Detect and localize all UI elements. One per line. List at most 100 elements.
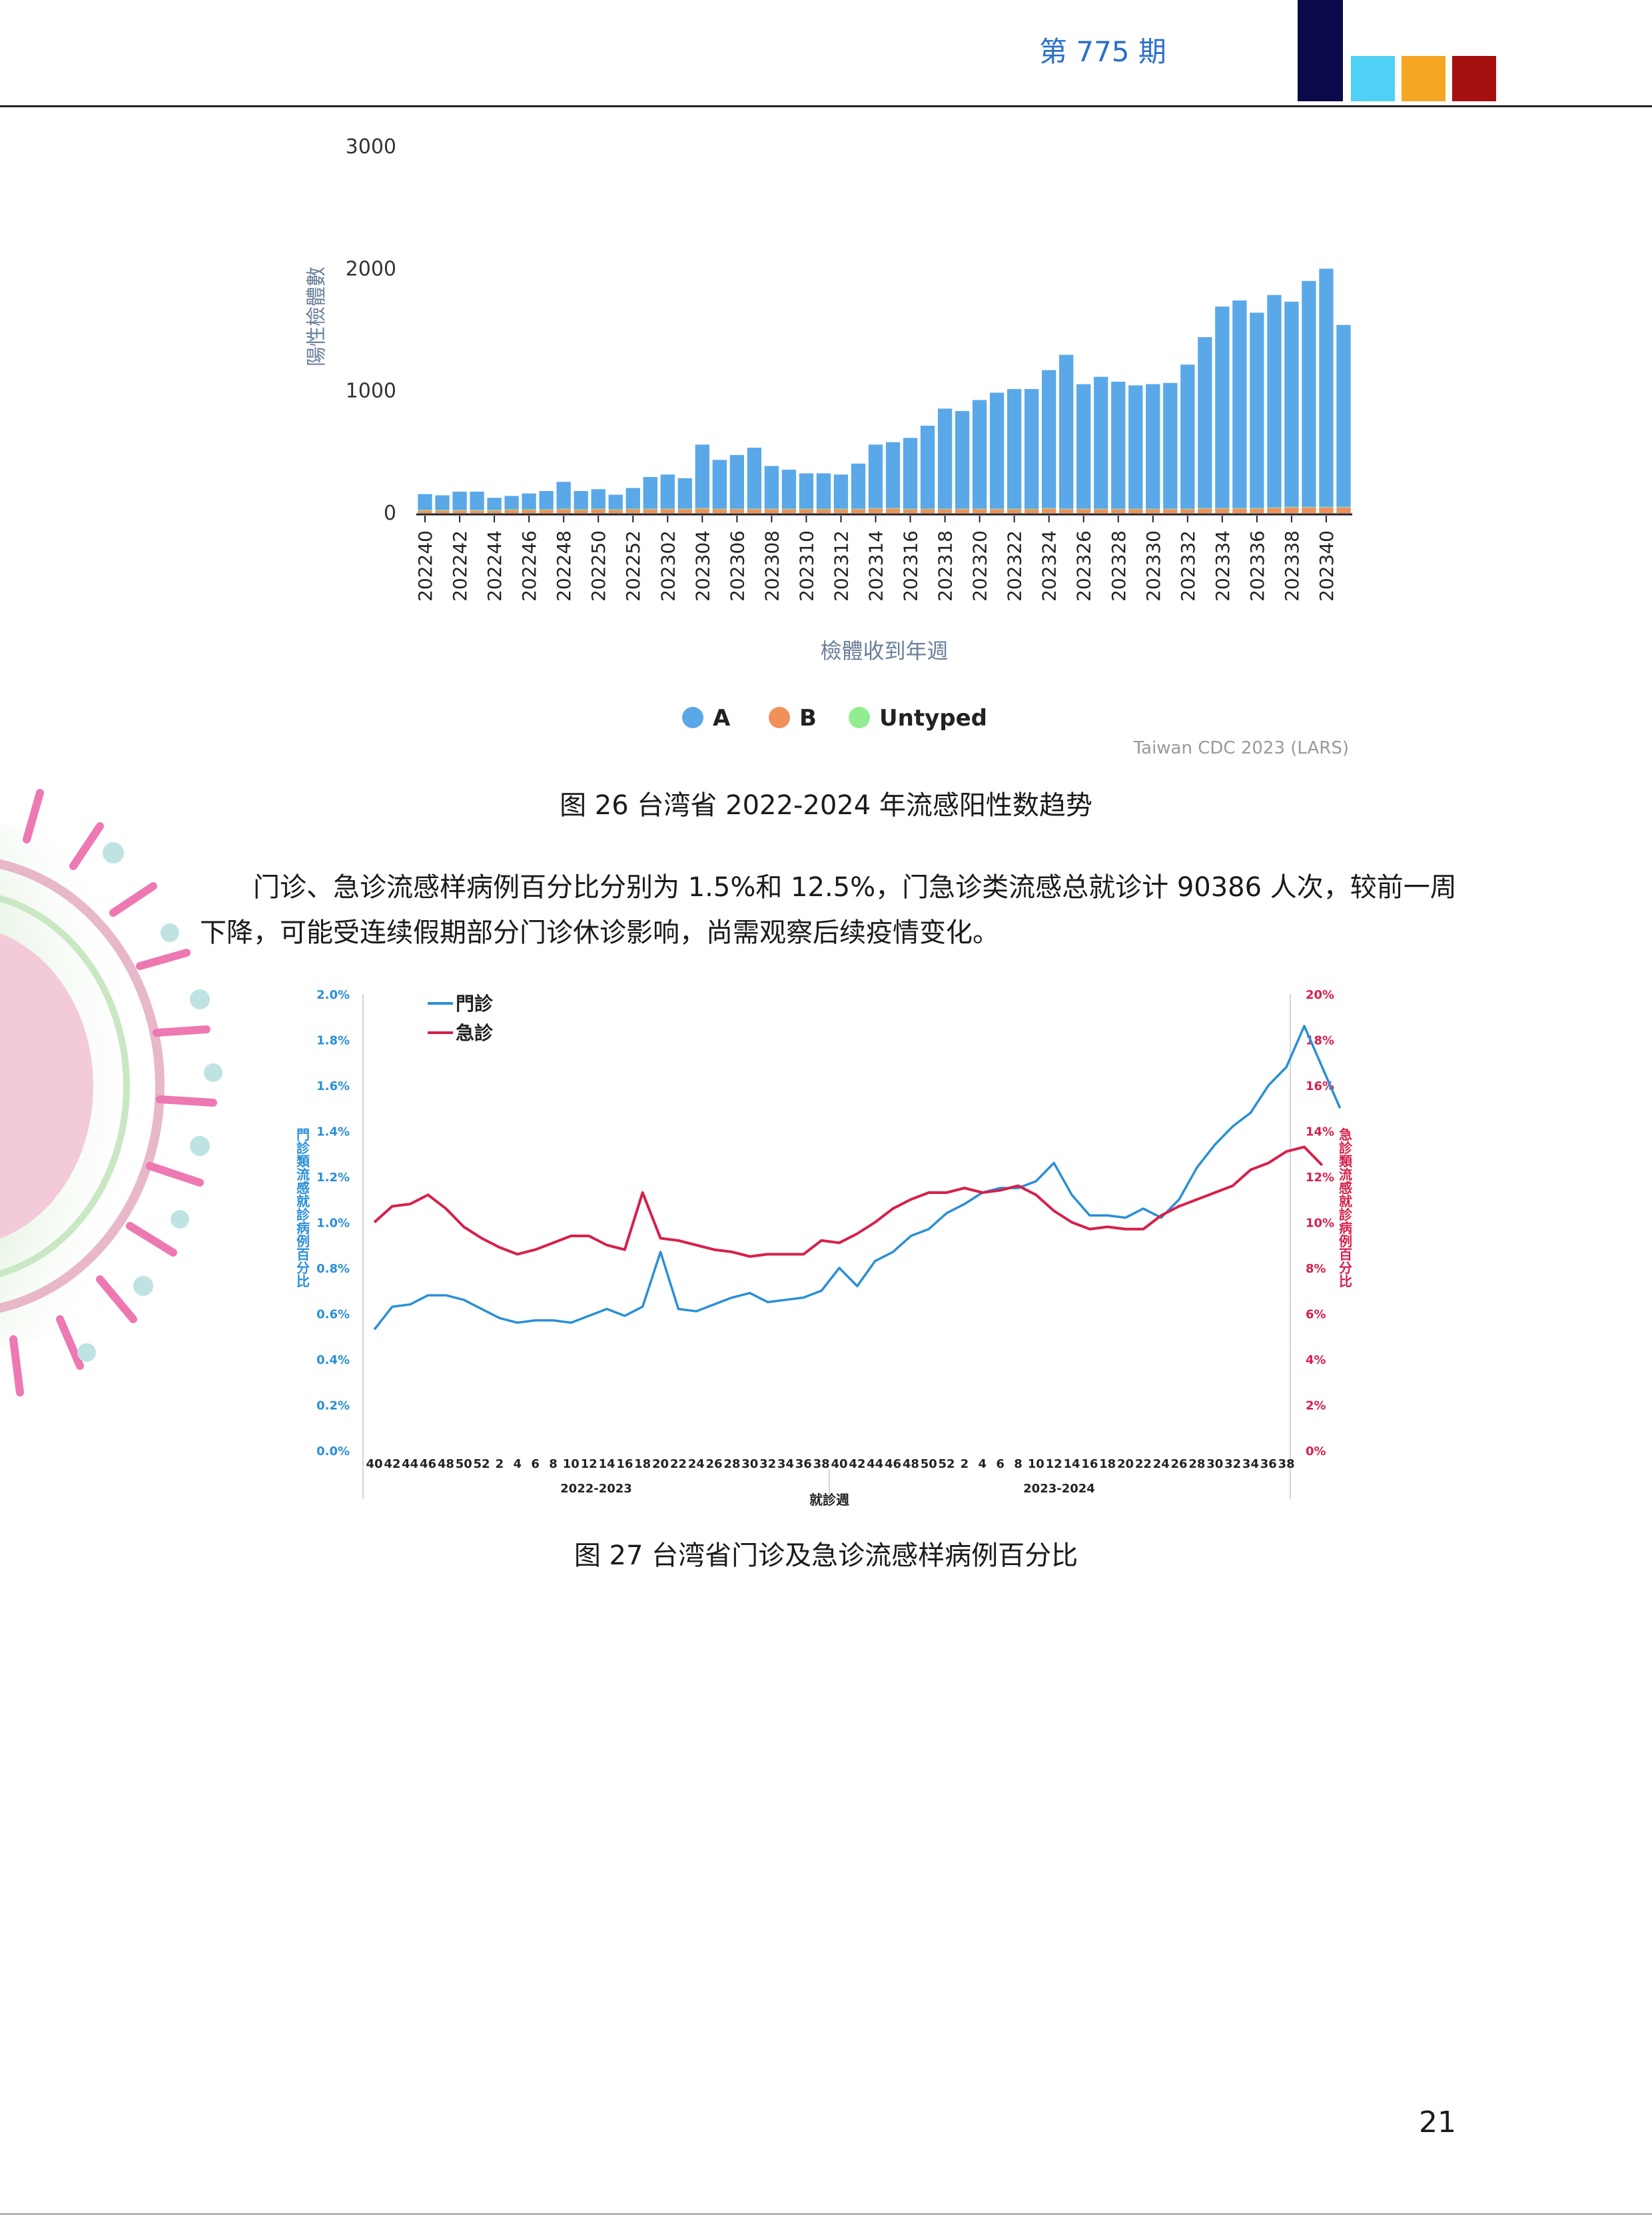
bar-a: [522, 493, 536, 510]
bar-a: [1163, 382, 1178, 509]
x-tick-label: 202252: [622, 530, 644, 602]
bar-a: [937, 408, 953, 509]
x-tick-label: 202324: [1038, 530, 1060, 602]
x-axis-title: 就診週: [809, 1492, 849, 1508]
x-tick-label: 202242: [449, 530, 471, 602]
x-tick-label: 202332: [1177, 530, 1199, 602]
x-tick-label: 202322: [1004, 530, 1026, 602]
bar-a: [729, 454, 745, 509]
y-tick-label: 1000: [346, 380, 396, 403]
bar-b: [1094, 509, 1108, 513]
bar-a: [833, 474, 849, 509]
bar-untyped: [1163, 508, 1178, 510]
x-tick-label: 18: [634, 1457, 651, 1471]
x-tick-label: 202330: [1142, 530, 1164, 602]
bar-a: [885, 442, 901, 508]
x-tick-label: 34: [1242, 1457, 1259, 1471]
bar-b: [470, 510, 484, 513]
y-left-tick-label: 1.2%: [316, 1171, 350, 1185]
header-rule: [0, 105, 1652, 107]
bar-a: [799, 473, 814, 509]
bar-b: [1232, 508, 1247, 513]
bar-untyped: [1111, 508, 1126, 510]
x-tick-label: 202320: [969, 530, 991, 602]
bar-b: [1024, 509, 1039, 513]
bar-untyped: [833, 508, 849, 510]
figure-27-caption: 图 27 台湾省门诊及急诊流感样病例百分比: [574, 1540, 1078, 1571]
y-right-tick-label: 10%: [1306, 1217, 1334, 1231]
issue-number: 第 775 期: [1039, 35, 1166, 68]
y-left-tick-label: 0.4%: [316, 1353, 350, 1367]
y-left-tick-label: 1.8%: [316, 1034, 350, 1048]
x-tick-label: 202310: [795, 530, 817, 602]
bar-b: [1267, 508, 1282, 513]
bar-b: [1111, 509, 1126, 513]
x-tick-label: 48: [903, 1457, 919, 1471]
x-tick-label: 202326: [1073, 530, 1095, 602]
bar-b: [1076, 509, 1091, 513]
bar-b: [452, 510, 467, 513]
bar-b: [920, 509, 935, 513]
bar-untyped: [1007, 508, 1022, 510]
bar-b: [712, 509, 727, 513]
x-tick-label: 36: [1260, 1457, 1277, 1471]
legend-marker-untyped: [849, 707, 870, 728]
ili-percentage-line-chart: 0.0% 0.2% 0.4% 0.6% 0.8% 1.0% 1.2% 1.4% 1.6% 1.8%…: [296, 988, 1353, 1508]
x-tick-label: 14: [1063, 1457, 1080, 1471]
y-right-tick-label: 20%: [1306, 988, 1334, 1002]
x-tick-label: 202334: [1212, 530, 1234, 602]
bar-untyped: [816, 508, 831, 510]
x-tick-label: 202246: [518, 530, 540, 602]
x-tick-label: 8: [549, 1457, 558, 1471]
bar-a: [1215, 306, 1230, 508]
x-tick-label: 12: [1046, 1457, 1062, 1471]
bar-a: [1042, 370, 1056, 508]
x-tick-label: 202304: [691, 530, 713, 602]
bar-a: [556, 482, 571, 509]
bar-untyped: [712, 508, 727, 510]
bar-a: [747, 447, 762, 509]
header-block-cyan: [1351, 56, 1395, 101]
legend-label: Untyped: [879, 705, 987, 732]
y-left-tick-label: 1.4%: [316, 1125, 350, 1139]
y-right-tick-label: 4%: [1306, 1353, 1326, 1367]
bar-untyped: [729, 508, 745, 510]
bar-b: [747, 509, 762, 513]
legend-marker-a: [682, 707, 703, 728]
x-tick-label: 34: [777, 1457, 794, 1471]
bar-b: [1215, 508, 1230, 513]
bar-b: [1198, 508, 1212, 513]
bar-b: [522, 510, 536, 513]
x-tick-label: 202314: [865, 530, 887, 602]
figure-26-caption: 图 26 台湾省 2022-2024 年流感阳性数趋势: [560, 790, 1092, 821]
bar-a: [608, 494, 623, 510]
bar-b: [677, 509, 692, 513]
bar-a: [1198, 337, 1212, 508]
season-label: 2022-2023: [560, 1482, 632, 1496]
body-paragraph: 门诊、急诊流感样病例百分比分别为 1.5%和 12.5%，门急诊类流感总就诊计 …: [200, 865, 1465, 955]
bar-untyped: [1128, 508, 1143, 510]
bar-b: [643, 509, 657, 513]
bar-untyped: [1250, 508, 1264, 509]
bar-a: [660, 474, 675, 509]
bar-b: [885, 508, 901, 513]
footer-rule: [0, 2213, 1652, 2215]
bar-untyped: [1076, 508, 1091, 510]
chart-source-note: Taiwan CDC 2023 (LARS): [1133, 738, 1349, 758]
bar-a: [764, 466, 779, 509]
series-line-outpatient: [373, 1025, 1342, 1331]
bar-untyped: [1215, 508, 1230, 509]
x-tick-label: 2: [961, 1457, 969, 1471]
y-right-tick-label: 8%: [1306, 1262, 1326, 1276]
bar-untyped: [920, 508, 935, 510]
bar-a: [1146, 384, 1160, 509]
x-tick-label: 50: [456, 1457, 472, 1471]
bar-b: [504, 510, 519, 513]
bar-b: [608, 510, 623, 513]
bar-untyped: [625, 508, 640, 510]
bar-a: [625, 488, 640, 509]
paragraph-line-2: 下降，可能受连续假期部分门诊休诊影响，尚需观察后续疫情变化。: [200, 917, 999, 948]
x-tick-label: 26: [1171, 1457, 1188, 1471]
y-tick-label: 2000: [346, 257, 396, 280]
bar-a: [1024, 388, 1039, 509]
